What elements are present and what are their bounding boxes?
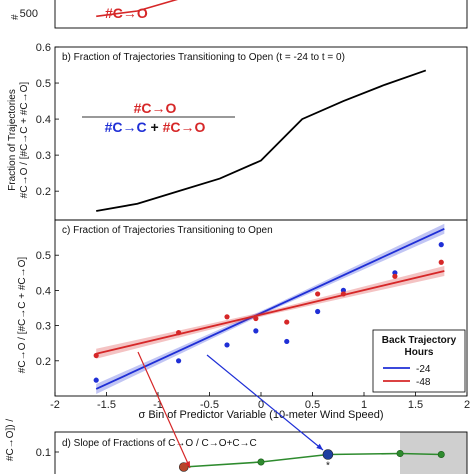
panel-c-ytick-label: 0.3 <box>36 321 51 333</box>
top-annotation: #C→O <box>105 5 148 21</box>
panel-c-xtick-label: 0 <box>258 399 264 411</box>
panel-b-legend-den-blue: #C→C <box>105 119 147 135</box>
panel-c-legend-title-2: Hours <box>405 347 434 358</box>
top-ytick: 500 <box>20 8 38 20</box>
panel-b-ylabel-line2: #C→O / [#C→C + #C→O] <box>19 82 30 199</box>
panel-b-yticks: 0.6 0.5 0.4 0.3 0.2 <box>36 42 59 198</box>
panel-c-xtick-label: 0.5 <box>305 399 320 411</box>
panel-d-yticks: 0.1 <box>36 447 59 459</box>
panel-c-point-m48 <box>93 352 99 359</box>
panel-b-ylabel-line1: Fraction of Trajectories <box>7 89 18 191</box>
panel-d-ylabel-fragment: #C→O]) / <box>5 419 16 461</box>
panel-b: b) Fraction of Trajectories Transitionin… <box>7 42 468 221</box>
panel-c-point-m48 <box>284 319 290 325</box>
panel-b-ytick-label: 0.2 <box>36 186 51 198</box>
panel-c-point-m24 <box>315 308 321 315</box>
panel-c-point-m48 <box>392 273 398 279</box>
panel-c: c) Fraction of Trajectories Transitionin… <box>17 219 470 421</box>
panel-c-point-m24 <box>438 242 444 248</box>
panel-d-point <box>178 462 189 472</box>
panel-c-title: c) Fraction of Trajectories Transitionin… <box>62 225 273 236</box>
panel-c-point-m48 <box>224 314 230 320</box>
panel-top: 500 # #C→O <box>10 0 468 29</box>
panel-c-point-m24 <box>93 377 99 383</box>
panel-c-xtick-label: 1 <box>361 399 367 411</box>
panel-c-point-m24 <box>224 342 230 348</box>
panel-d-ytick-label: 0.1 <box>36 447 51 459</box>
red-arrow-shaft <box>137 351 191 469</box>
top-ylabel-char: # <box>10 14 21 20</box>
panel-c-point-m48 <box>253 315 259 322</box>
panel-d-point <box>322 449 334 460</box>
panel-c-yticks: 0.5 0.4 0.3 0.2 <box>36 250 59 368</box>
red-arrow-head <box>184 461 190 468</box>
panel-d-point <box>257 458 265 466</box>
panel-b-ytick-label: 0.3 <box>36 150 51 162</box>
panel-c-xticks: -2 -1.5 -1 -0.5 0 0.5 1 1.5 2 <box>50 392 470 411</box>
panel-c-legend-title-1: Back Trajectory <box>382 335 457 346</box>
panel-c-xtick-label: -2 <box>50 399 60 411</box>
panel-d-point <box>396 449 404 457</box>
panel-c-ylabel: #C→O / [#C→C + #C→O] <box>17 257 28 374</box>
panel-d-frame <box>54 431 468 474</box>
panel-b-title: b) Fraction of Trajectories Transitionin… <box>62 52 345 63</box>
panel-d-point <box>437 450 445 458</box>
panel-c-xtick-label: 2 <box>464 399 470 411</box>
panel-c-legend-label-24: -24 <box>416 364 431 375</box>
panel-c-point-m48 <box>315 291 321 297</box>
panel-b-legend-denominator: #C→C + #C→O <box>105 119 206 135</box>
panel-c-fit-line-m48 <box>95 270 445 355</box>
panel-c-xtick-label: -1 <box>153 399 163 411</box>
panel-b-legend-numerator: #C→O <box>134 100 177 116</box>
panel-b-ytick-label: 0.6 <box>36 42 51 54</box>
panel-c-xlabel: σ Bin of Predictor Variable (10-meter Wi… <box>138 409 383 421</box>
panel-c-fit-line-m24 <box>95 227 445 390</box>
blue-arrow-head <box>316 443 323 450</box>
panel-b-series-line <box>96 69 427 212</box>
panel-c-legend: Back Trajectory Hours -24 -48 <box>372 329 466 393</box>
panel-d-significance-star: * <box>326 461 330 472</box>
panel-b-ytick-label: 0.4 <box>36 114 51 126</box>
panel-c-point-m24 <box>253 328 259 334</box>
panel-c-ytick-label: 0.4 <box>36 285 51 297</box>
panel-d: d) Slope of Fractions of C→O / C→O+C→C 0… <box>5 419 468 474</box>
panel-c-ytick-label: 0.5 <box>36 250 51 262</box>
panel-c-xtick-label: -1.5 <box>97 399 116 411</box>
panel-b-legend-den-red: #C→O <box>163 119 206 135</box>
panel-c-point-m48 <box>340 291 346 297</box>
panel-c-ytick-label: 0.2 <box>36 356 51 368</box>
panel-d-title: d) Slope of Fractions of C→O / C→O+C→C <box>62 438 257 449</box>
top-series-line <box>96 0 179 18</box>
top-frame <box>54 0 468 29</box>
panel-c-point-m48 <box>438 259 444 265</box>
panel-c-xtick-label: -0.5 <box>200 399 219 411</box>
connector-arrows <box>137 351 324 469</box>
panel-b-legend-den-plus: + <box>147 119 163 135</box>
panel-d-plot: * <box>178 449 445 472</box>
panel-b-ytick-label: 0.5 <box>36 78 51 90</box>
panel-c-xtick-label: 1.5 <box>408 399 423 411</box>
blue-arrow-shaft <box>206 354 324 451</box>
panel-c-point-m24 <box>284 338 290 345</box>
panel-c-plot <box>93 223 445 394</box>
panel-c-point-m24 <box>176 358 182 364</box>
panel-c-legend-label-48: -48 <box>416 377 431 388</box>
panel-c-point-m48 <box>176 330 182 336</box>
